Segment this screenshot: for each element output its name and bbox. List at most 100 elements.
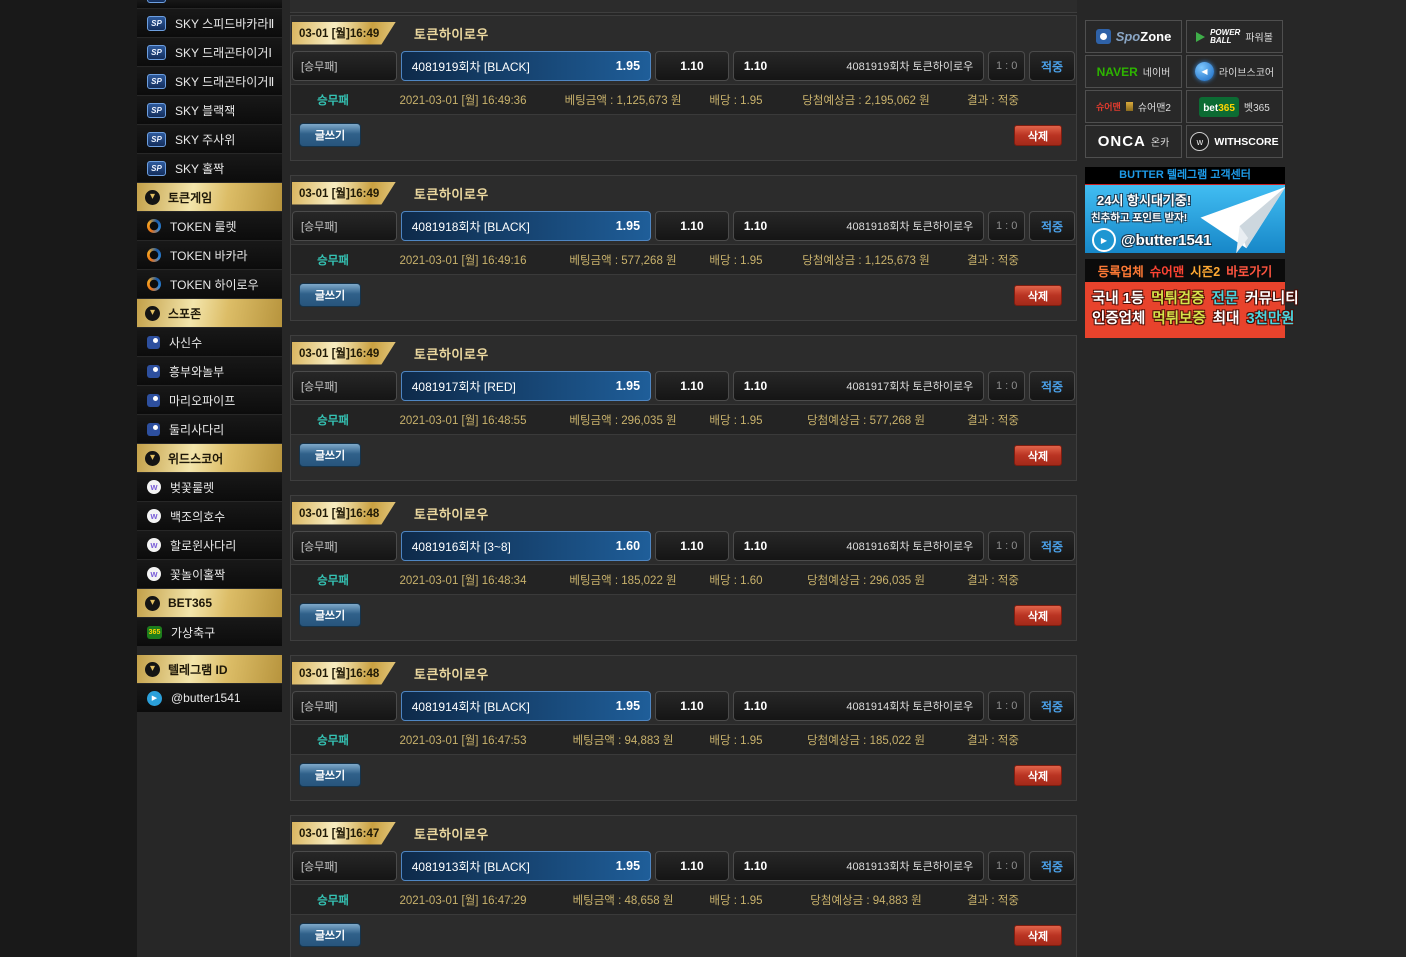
sidebar-item-sky-dice[interactable]: SP SKY 주사위 xyxy=(137,125,282,153)
sidebar-item-sky-dragontiger1[interactable]: SP SKY 드래곤타이거Ⅰ xyxy=(137,38,282,66)
score-button[interactable]: 1 : 0 xyxy=(988,211,1026,241)
round-odds-button[interactable]: 1.10 4081914회차 토큰하이로우 xyxy=(732,691,985,721)
round-odds-button[interactable]: 1.10 4081913회차 토큰하이로우 xyxy=(732,851,985,881)
selected-pick-label: 4081913회차 [BLACK] xyxy=(411,859,530,874)
banner-naver[interactable]: NAVER 네이버 xyxy=(1085,55,1182,88)
sidebar-item-sky-blackjack[interactable]: SP SKY 블랙잭 xyxy=(137,96,282,124)
write-button[interactable]: 글쓰기 xyxy=(299,443,361,467)
pick-type-button[interactable]: [승무패] xyxy=(292,51,397,81)
odds-button[interactable]: 1.10 xyxy=(655,51,729,81)
banner-livescore[interactable]: ◀ 라이브스코어 xyxy=(1186,55,1283,88)
sidebar-section-spozone[interactable]: ▾ 스포존 xyxy=(137,299,282,327)
sureman-ad-banner[interactable]: 등록업체 슈어맨 시즌2 바로가기 국내 1등 먹튀검증 전문 커뮤니티 인증업… xyxy=(1085,259,1299,338)
write-button[interactable]: 글쓰기 xyxy=(299,603,361,627)
selected-pick-button[interactable]: 4081917회차 [RED] 1.95 xyxy=(400,371,652,401)
sidebar-section-label: BET365 xyxy=(168,596,213,610)
delete-button[interactable]: 삭제 xyxy=(1014,125,1062,146)
detail-bet-amount: 베팅금액 : 296,035 원 xyxy=(569,414,677,427)
round-label: 4081916회차 토큰하이로우 xyxy=(846,541,974,553)
result-button[interactable]: 적중 xyxy=(1029,371,1075,401)
sidebar-item-telegram-id[interactable]: ▶ @butter1541 xyxy=(137,684,282,712)
round-odds-button[interactable]: 1.10 4081918회차 토큰하이로우 xyxy=(732,211,985,241)
pick-type-button[interactable]: [승무패] xyxy=(292,531,397,561)
sidebar-section-telegram[interactable]: ▾ 텔레그램 ID xyxy=(137,655,282,683)
sidebar-item-token-baccarat[interactable]: TOKEN 바카라 xyxy=(137,241,282,269)
banner-onca[interactable]: ONCA 온카 xyxy=(1085,125,1182,158)
selected-pick-button[interactable]: 4081914회차 [BLACK] 1.95 xyxy=(400,691,652,721)
sidebar-item-swanlake[interactable]: w 백조의호수 xyxy=(137,502,282,530)
result-button[interactable]: 적중 xyxy=(1029,851,1075,881)
sidebar-item-virtual-soccer[interactable]: 365 가상축구 xyxy=(137,618,282,646)
banner-spozone[interactable]: SpoZone xyxy=(1085,20,1182,53)
delete-button[interactable]: 삭제 xyxy=(1014,285,1062,306)
odds-value: 1.10 xyxy=(743,539,768,553)
round-odds-button[interactable]: 1.10 4081919회차 토큰하이로우 xyxy=(732,51,985,81)
banner-label: 슈어맨2 xyxy=(1137,103,1171,114)
pick-type-button[interactable]: [승무패] xyxy=(292,211,397,241)
write-button[interactable]: 글쓰기 xyxy=(299,123,361,147)
powerball-logo-text: POWER BALL xyxy=(1210,28,1240,45)
odds-button[interactable]: 1.10 xyxy=(655,531,729,561)
sidebar-item-token-roulette[interactable]: TOKEN 룰렛 xyxy=(137,212,282,240)
sidebar-section-withscore[interactable]: ▾ 위드스코어 xyxy=(137,444,282,472)
telegram-icon: ▶ xyxy=(1092,228,1116,252)
round-odds-button[interactable]: 1.10 4081916회차 토큰하이로우 xyxy=(732,531,985,561)
banner-bet365[interactable]: bet365 벳365 xyxy=(1186,90,1283,123)
sidebar-item-mariopipe[interactable]: 마리오파이프 xyxy=(137,386,282,414)
odds-button[interactable]: 1.10 xyxy=(655,371,729,401)
sidebar-item-sky-dragontiger2[interactable]: SP SKY 드래곤타이거Ⅱ xyxy=(137,67,282,95)
sidebar-item-cherry-roulette[interactable]: w 벚꽃룰렛 xyxy=(137,473,282,501)
sidebar-item-token-highlow[interactable]: TOKEN 하이로우 xyxy=(137,270,282,298)
date-ribbon: 03-01 [월]16:49 xyxy=(292,181,396,205)
result-button[interactable]: 적중 xyxy=(1029,531,1075,561)
pick-type-button[interactable]: [승무패] xyxy=(292,371,397,401)
sidebar-item-dooly-ladder[interactable]: 둘리사다리 xyxy=(137,415,282,443)
result-button[interactable]: 적중 xyxy=(1029,691,1075,721)
write-button[interactable]: 글쓰기 xyxy=(299,923,361,947)
score-button[interactable]: 1 : 0 xyxy=(988,691,1026,721)
selected-pick-button[interactable]: 4081918회차 [BLACK] 1.95 xyxy=(400,211,652,241)
banner-label: WITHSCORE xyxy=(1214,135,1279,148)
delete-button[interactable]: 삭제 xyxy=(1014,445,1062,466)
sidebar-section-label: 스포존 xyxy=(168,306,202,321)
delete-button[interactable]: 삭제 xyxy=(1014,605,1062,626)
selected-pick-button[interactable]: 4081916회차 [3~8] 1.60 xyxy=(400,531,652,561)
result-button[interactable]: 적중 xyxy=(1029,51,1075,81)
sidebar-section-bet365[interactable]: ▾ BET365 xyxy=(137,589,282,617)
odds-button[interactable]: 1.10 xyxy=(655,211,729,241)
round-odds-button[interactable]: 1.10 4081917회차 토큰하이로우 xyxy=(732,371,985,401)
odds-value: 1.10 xyxy=(743,379,768,393)
pick-type-button[interactable]: [승무패] xyxy=(292,691,397,721)
telegram-ad-banner[interactable]: BUTTER 텔레그램 고객센터 24시 항시대기중! 친추하고 포인트 받자!… xyxy=(1085,167,1285,253)
selected-pick-button[interactable]: 4081919회차 [BLACK] 1.95 xyxy=(400,51,652,81)
result-button[interactable]: 적중 xyxy=(1029,211,1075,241)
sidebar-item-heungbu[interactable]: 흥부와놀부 xyxy=(137,357,282,385)
powerball-arrow-icon xyxy=(1196,31,1206,42)
delete-button[interactable]: 삭제 xyxy=(1014,765,1062,786)
write-button[interactable]: 글쓰기 xyxy=(299,283,361,307)
score-button[interactable]: 1 : 0 xyxy=(988,371,1026,401)
odds-button[interactable]: 1.10 xyxy=(655,691,729,721)
banner-powerball[interactable]: POWER BALL 파워볼 xyxy=(1186,20,1283,53)
pick-type-button[interactable]: [승무패] xyxy=(292,851,397,881)
sidebar-item-label: 둘리사다리 xyxy=(169,422,225,437)
sidebar-item-halloween-ladder[interactable]: w 할로윈사다리 xyxy=(137,531,282,559)
sidebar-item-sky-oddeven[interactable]: SP SKY 홀짝 xyxy=(137,154,282,182)
score-button[interactable]: 1 : 0 xyxy=(988,851,1026,881)
score-button[interactable]: 1 : 0 xyxy=(988,51,1026,81)
sidebar-item-clipped[interactable]: SP xyxy=(137,0,282,8)
detail-expected-payout: 당첨예상금 : 296,035 원 xyxy=(807,574,925,587)
sidebar-section-tokengame[interactable]: ▾ 토큰게임 xyxy=(137,183,282,211)
spozone-game-icon xyxy=(147,364,160,378)
write-button[interactable]: 글쓰기 xyxy=(299,763,361,787)
sidebar-item-sasinsu[interactable]: 사신수 xyxy=(137,328,282,356)
sidebar-item-sky-speedbaccarat2[interactable]: SP SKY 스피드바카라Ⅱ xyxy=(137,9,282,37)
odds-button[interactable]: 1.10 xyxy=(655,851,729,881)
detail-time: 2021-03-01 [월] 16:49:16 xyxy=(399,254,527,267)
banner-sureman2[interactable]: 슈어맨 슈어맨2 xyxy=(1085,90,1182,123)
delete-button[interactable]: 삭제 xyxy=(1014,925,1062,946)
score-button[interactable]: 1 : 0 xyxy=(988,531,1026,561)
selected-pick-button[interactable]: 4081913회차 [BLACK] 1.95 xyxy=(400,851,652,881)
banner-withscore[interactable]: w WITHSCORE xyxy=(1186,125,1283,158)
sidebar-item-flower-oddeven[interactable]: w 꽃놀이홀짝 xyxy=(137,560,282,588)
